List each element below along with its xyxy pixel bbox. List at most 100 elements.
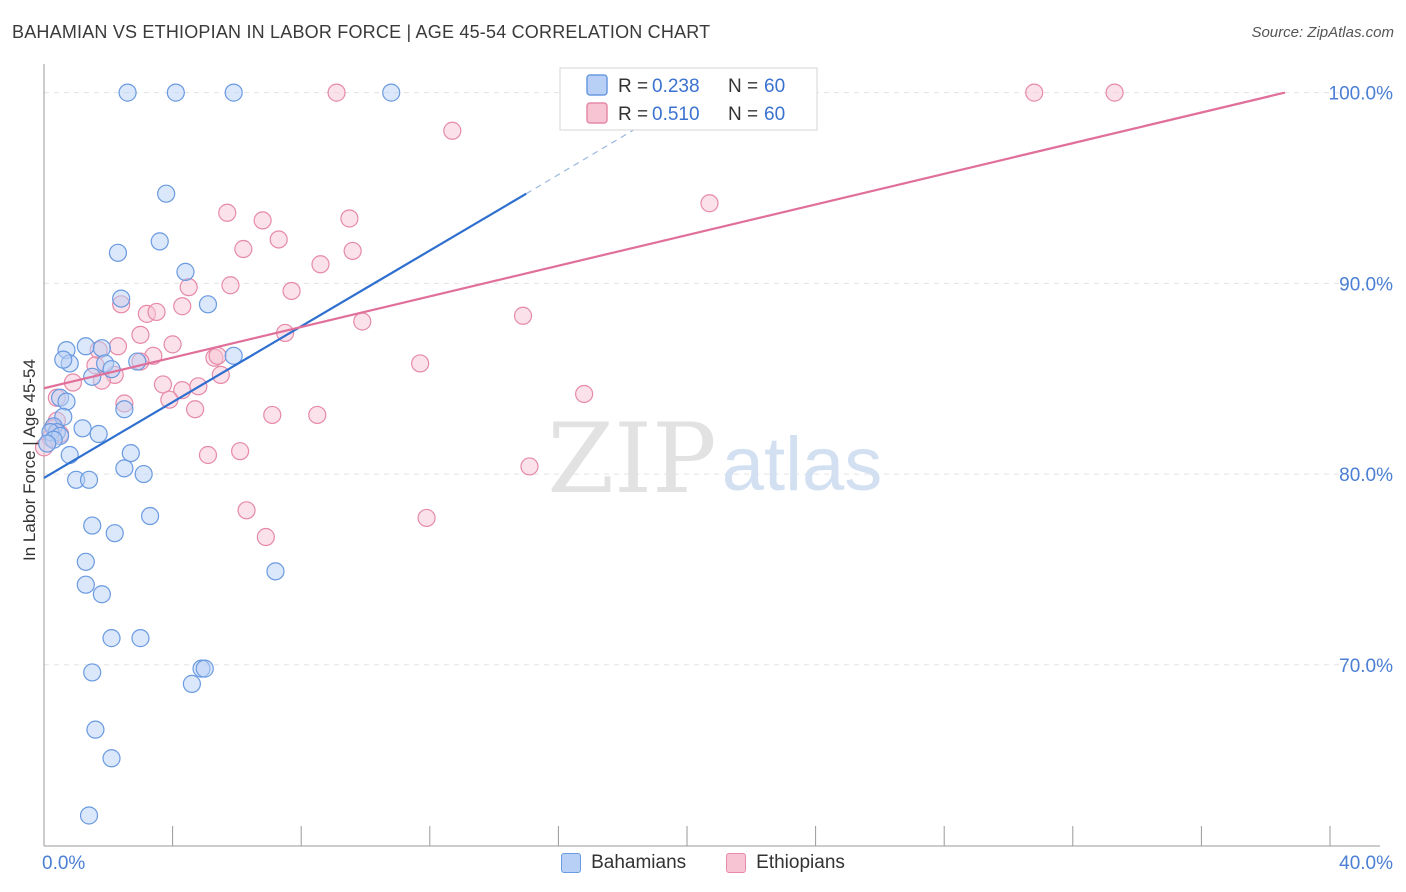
ethiopians-point: [520, 457, 539, 476]
bahamians-point: [108, 243, 128, 262]
ethiopians-point: [253, 211, 272, 230]
ethiopians-point: [340, 209, 359, 228]
y-tick-labels: 70.0% 80.0% 90.0% 100.0%: [1329, 84, 1394, 677]
legend-r-label: R =: [618, 104, 653, 125]
bahamians-point: [73, 419, 92, 438]
legend-swatch-ethiopians: [726, 853, 747, 873]
legend-n-label: N =: [728, 76, 763, 97]
grid-lines: [44, 92, 1380, 666]
watermark-atlas: atlas: [722, 422, 883, 507]
ethiopians-point: [443, 121, 462, 140]
bahamians-point: [57, 392, 76, 411]
ethiopians-point: [173, 297, 192, 316]
ethiopians-point: [147, 302, 166, 322]
ethiopians-point: [256, 527, 275, 547]
ethiopians-point: [108, 337, 128, 356]
bahamians-point: [150, 232, 169, 251]
chart-title: BAHAMIAN VS ETHIOPIAN IN LABOR FORCE | A…: [12, 22, 711, 42]
ethiopians-point: [700, 194, 719, 213]
bahamians-point: [76, 552, 95, 571]
ethiopians-point: [575, 384, 594, 404]
legend-n-value: 60: [764, 76, 785, 97]
bahamians-point: [131, 629, 150, 648]
ethiopians-point: [231, 442, 250, 461]
x-tick-label: 40.0%: [1339, 853, 1393, 874]
ethiopians-point: [221, 276, 240, 295]
bahamians-point: [38, 434, 57, 453]
bahamians-point: [224, 83, 243, 102]
ethiopians-point: [282, 281, 301, 301]
legend-swatch-bahamians: [586, 74, 608, 96]
legend-r-label: R =: [618, 76, 653, 97]
bahamians-trend-line: [43, 192, 527, 479]
bahamians-point: [79, 470, 99, 489]
bahamians-point: [176, 262, 195, 281]
bahamians-point: [102, 749, 121, 768]
bahamians-point: [102, 629, 121, 648]
watermark: ZIP atlas: [547, 403, 882, 515]
ethiopians-point: [131, 325, 150, 344]
ethiopians-point: [308, 405, 327, 425]
x-tick-label: 0.0%: [42, 853, 85, 874]
bahamians-trend-extension: [525, 126, 640, 195]
ethiopians-point: [198, 445, 218, 465]
bahamians-point: [115, 459, 134, 478]
ethiopians-point: [1105, 83, 1124, 102]
bahamians-point: [92, 585, 111, 604]
bahamians-point: [60, 445, 79, 465]
ethiopians-point: [263, 405, 282, 425]
legend-label-bahamians: Bahamians: [591, 852, 687, 873]
y-tick-label: 90.0%: [1339, 274, 1393, 295]
bahamians-point: [118, 83, 137, 102]
legend-item-ethiopians: Ethiopians: [726, 852, 845, 874]
bahamians-point: [224, 346, 243, 365]
bahamians-point: [140, 506, 160, 526]
ethiopians-point: [179, 278, 198, 297]
legend-swatch-bahamians: [561, 853, 582, 873]
bahamians-point: [83, 663, 102, 682]
legend-r-value: 0.238: [652, 76, 700, 97]
y-tick-label: 70.0%: [1339, 656, 1393, 677]
bahamians-point: [112, 289, 131, 308]
ethiopians-point: [153, 375, 173, 394]
ethiopians-point: [417, 508, 436, 528]
y-tick-label: 100.0%: [1329, 84, 1394, 105]
bahamians-point: [83, 516, 102, 535]
bahamians-points: [38, 83, 401, 825]
source-credit: Source: ZipAtlas.com: [1251, 24, 1394, 41]
legend-n-label: N =: [728, 104, 763, 125]
bahamians-point: [121, 443, 140, 463]
bahamians-point: [134, 464, 153, 484]
ethiopians-point: [353, 312, 372, 331]
ethiopians-point: [327, 83, 346, 102]
bahamians-point: [198, 295, 218, 314]
bahamians-point: [157, 184, 176, 203]
ethiopians-point: [269, 230, 288, 249]
x-tick-labels: 0.0% 40.0%: [42, 853, 1393, 874]
ethiopians-point: [411, 354, 430, 373]
legend-r-value: 0.510: [652, 104, 700, 125]
ethiopians-point: [218, 203, 237, 222]
bahamians-point: [382, 83, 401, 102]
bahamians-point: [105, 524, 124, 543]
bahamians-point: [182, 674, 201, 693]
series-legend: Bahamians Ethiopians: [0, 852, 1406, 874]
legend-n-value: 60: [764, 104, 785, 125]
correlation-legend: R = 0.238 N = 60 R = 0.510 N = 60: [559, 67, 818, 131]
y-tick-label: 80.0%: [1339, 465, 1393, 486]
bahamians-point: [89, 424, 108, 444]
bahamians-point: [86, 720, 105, 739]
legend-label-ethiopians: Ethiopians: [756, 852, 845, 873]
bahamians-point: [115, 400, 134, 419]
trend-lines: [43, 91, 1286, 479]
bahamians-point: [166, 83, 185, 102]
ethiopians-point: [237, 501, 256, 520]
ethiopians-point: [186, 400, 205, 419]
bahamians-point: [79, 806, 99, 825]
ethiopians-point: [1025, 83, 1044, 102]
ethiopians-point: [163, 335, 182, 354]
bahamians-point: [76, 337, 95, 356]
bahamians-point: [266, 562, 285, 581]
legend-item-bahamians: Bahamians: [561, 852, 686, 874]
bahamians-point: [102, 360, 121, 379]
